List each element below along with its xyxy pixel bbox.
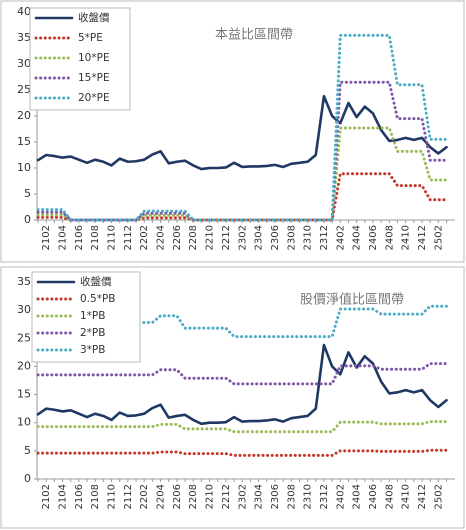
y-tick-label: 15: [17, 388, 31, 401]
x-tick-label: 2502: [433, 225, 444, 250]
series-line: [36, 362, 448, 386]
x-tick-label: 2208: [188, 484, 199, 509]
series-line: [36, 420, 448, 434]
legend-label: 1*PB: [80, 310, 105, 322]
x-tick-label: 2106: [74, 225, 85, 250]
x-tick-label: 2404: [352, 225, 363, 250]
x-tick-label: 2408: [384, 225, 395, 250]
x-tick-label: 2310: [303, 225, 314, 250]
x-tick-label: 2408: [384, 484, 395, 509]
x-tick-label: 2210: [205, 225, 216, 250]
x-tick-label: 2212: [221, 484, 232, 509]
x-tick-label: 2312: [319, 484, 330, 509]
y-tick-label: 0: [24, 472, 31, 485]
y-tick-label: 0: [24, 213, 31, 226]
x-tick-label: 2112: [123, 225, 134, 250]
x-tick-label: 2310: [303, 484, 314, 509]
legend: [29, 7, 131, 111]
legend-label: 3*PB: [80, 344, 105, 356]
y-tick-label: 40: [17, 5, 31, 18]
y-tick-label: 20: [17, 109, 31, 122]
y-tick-label: 20: [17, 359, 31, 372]
x-tick-label: 2102: [41, 484, 52, 509]
x-tick-label: 2402: [335, 225, 346, 250]
legend-label: 收盤價: [80, 275, 112, 288]
x-tick-label: 2412: [417, 225, 428, 250]
x-tick-label: 2102: [41, 225, 52, 250]
x-tick-label: 2206: [172, 225, 183, 250]
x-tick-label: 2104: [58, 484, 69, 509]
x-tick-label: 2204: [156, 225, 167, 250]
series-line: [36, 343, 448, 426]
x-tick-label: 2502: [433, 484, 444, 509]
annotation: 股價淨值比區間帶: [300, 292, 404, 308]
x-tick-label: 2308: [286, 484, 297, 509]
x-tick-label: 2108: [90, 484, 101, 509]
series-line: [36, 448, 448, 457]
y-tick-label: 15: [17, 135, 31, 148]
x-tick-label: 2208: [188, 225, 199, 250]
x-tick-label: 2302: [237, 484, 248, 509]
x-tick-label: 2308: [286, 225, 297, 250]
legend-label: 10*PE: [78, 52, 110, 64]
x-tick-label: 2306: [270, 225, 281, 250]
x-tick-label: 2112: [123, 484, 134, 509]
x-tick-label: 2406: [368, 225, 379, 250]
x-tick-label: 2406: [368, 484, 379, 509]
legend: [31, 271, 141, 363]
x-tick-label: 2110: [107, 484, 118, 509]
x-tick-label: 2202: [139, 225, 150, 250]
legend-label: 0.5*PB: [80, 293, 115, 305]
y-tick-label: 25: [17, 83, 31, 96]
series-line: [36, 94, 448, 171]
y-tick-label: 5: [24, 187, 31, 200]
y-tick-label: 10: [17, 161, 31, 174]
x-tick-label: 2404: [352, 484, 363, 509]
x-tick-label: 2210: [205, 484, 216, 509]
x-tick-label: 2306: [270, 484, 281, 509]
y-tick-label: 30: [17, 57, 31, 70]
legend-label: 20*PE: [78, 92, 110, 104]
x-tick-label: 2410: [401, 225, 412, 250]
legend-label: 5*PE: [78, 32, 103, 44]
annotation: 本益比區間帶: [215, 28, 293, 43]
x-tick-label: 2204: [156, 484, 167, 509]
x-tick-label: 2412: [417, 484, 428, 509]
y-tick-label: 35: [17, 31, 31, 44]
x-tick-label: 2206: [172, 484, 183, 509]
x-tick-label: 2312: [319, 225, 330, 250]
y-tick-label: 25: [17, 331, 31, 344]
y-tick-label: 10: [17, 416, 31, 429]
y-tick-label: 35: [17, 275, 31, 288]
legend-label: 收盤價: [78, 11, 110, 24]
x-tick-label: 2110: [107, 225, 118, 250]
x-tick-label: 2410: [401, 484, 412, 509]
x-tick-label: 2108: [90, 225, 101, 250]
x-tick-label: 2104: [58, 225, 69, 250]
x-tick-label: 2304: [254, 484, 265, 509]
y-tick-label: 5: [24, 444, 31, 457]
legend-label: 2*PB: [80, 327, 105, 339]
x-tick-label: 2402: [335, 484, 346, 509]
x-tick-label: 2212: [221, 225, 232, 250]
legend-label: 15*PE: [78, 72, 110, 84]
y-tick-label: 30: [17, 303, 31, 316]
x-tick-label: 2106: [74, 484, 85, 509]
series-line: [36, 33, 448, 222]
x-tick-label: 2302: [237, 225, 248, 250]
x-tick-label: 2202: [139, 484, 150, 509]
x-tick-label: 2304: [254, 225, 265, 250]
